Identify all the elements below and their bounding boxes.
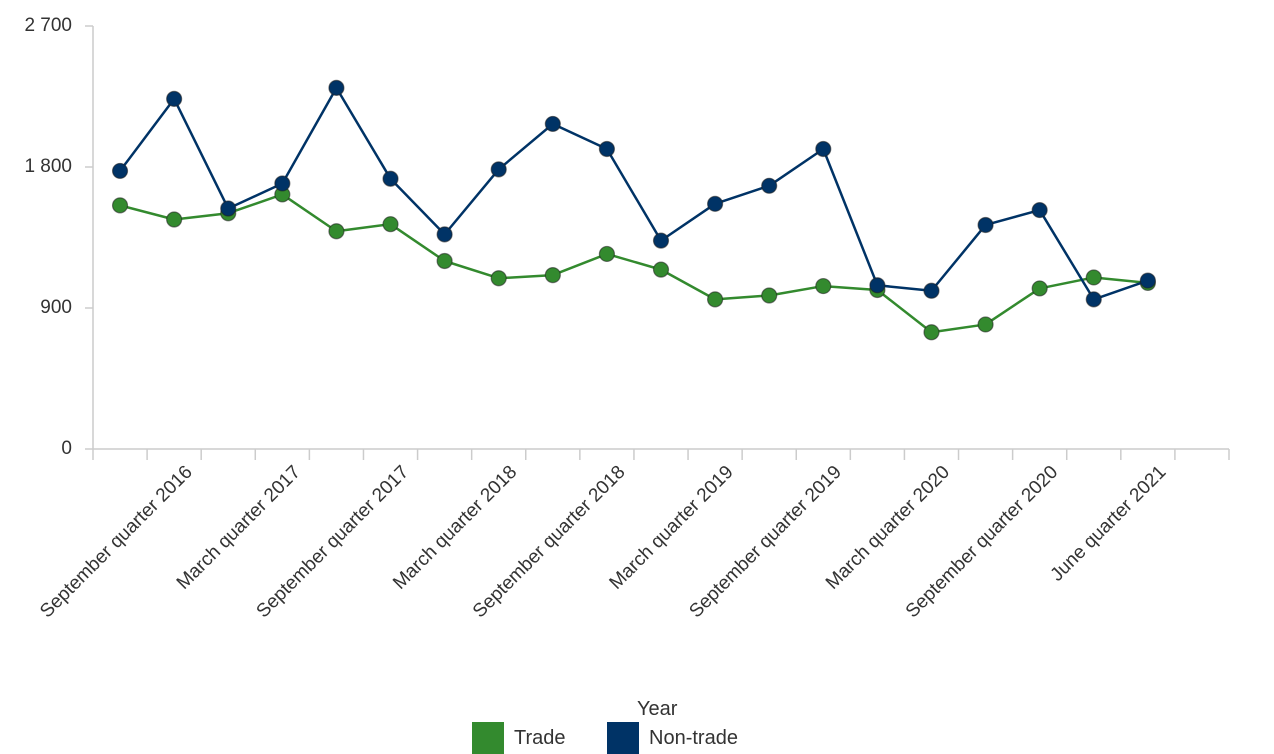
data-point-trade[interactable] bbox=[652, 261, 670, 278]
y-axis-labels: 0 900 1 800 2 700 bbox=[24, 15, 72, 459]
legend-item-trade[interactable]: Trade bbox=[472, 722, 566, 754]
data-point-non-trade[interactable] bbox=[220, 200, 237, 217]
data-point-trade[interactable] bbox=[436, 252, 453, 270]
line-chart: 0 900 1 800 2 700 September quarter 2016Mar… bbox=[24, 15, 1230, 622]
legend: Year Trade Non-trade bbox=[0, 696, 1274, 754]
data-point-non-trade[interactable] bbox=[274, 175, 291, 192]
series-line-trade bbox=[119, 193, 1148, 334]
data-point-trade[interactable] bbox=[111, 197, 129, 214]
data-point-trade[interactable] bbox=[1085, 269, 1102, 286]
y-tick-label: 900 bbox=[40, 297, 72, 318]
x-axis-ticks bbox=[92, 449, 1230, 460]
series-trade bbox=[111, 186, 1156, 341]
data-point-non-trade[interactable] bbox=[111, 162, 129, 180]
data-point-trade[interactable] bbox=[598, 245, 616, 263]
data-point-non-trade[interactable] bbox=[652, 232, 670, 249]
data-point-non-trade[interactable] bbox=[869, 277, 886, 294]
data-point-trade[interactable] bbox=[1031, 280, 1048, 297]
data-point-trade[interactable] bbox=[977, 316, 994, 333]
legend-label-non-trade: Non-trade bbox=[649, 726, 738, 749]
data-point-non-trade[interactable] bbox=[923, 282, 940, 299]
data-point-non-trade[interactable] bbox=[544, 115, 561, 133]
data-point-non-trade[interactable] bbox=[815, 140, 832, 158]
data-point-non-trade[interactable] bbox=[977, 216, 994, 234]
x-tick-label: September quarter 2016 bbox=[36, 462, 196, 622]
data-point-non-trade[interactable] bbox=[1031, 201, 1048, 219]
data-point-non-trade[interactable] bbox=[1139, 272, 1156, 289]
data-point-trade[interactable] bbox=[382, 216, 399, 233]
data-point-trade[interactable] bbox=[328, 223, 345, 240]
legend-item-non-trade[interactable]: Non-trade bbox=[607, 722, 738, 754]
data-point-non-trade[interactable] bbox=[598, 140, 616, 158]
legend-label-trade: Trade bbox=[514, 726, 566, 749]
data-point-non-trade[interactable] bbox=[1085, 291, 1102, 308]
x-tick-label: June quarter 2021 bbox=[1047, 462, 1171, 586]
data-point-trade[interactable] bbox=[544, 267, 561, 284]
data-point-non-trade[interactable] bbox=[490, 161, 507, 178]
data-point-trade[interactable] bbox=[706, 291, 724, 308]
data-point-trade[interactable] bbox=[815, 277, 832, 295]
data-point-non-trade[interactable] bbox=[436, 226, 453, 243]
data-point-trade[interactable] bbox=[490, 270, 507, 287]
data-point-non-trade[interactable] bbox=[382, 170, 399, 187]
data-point-trade[interactable] bbox=[923, 324, 940, 341]
data-point-trade[interactable] bbox=[761, 287, 778, 304]
legend-title: Year bbox=[637, 698, 678, 720]
data-point-non-trade[interactable] bbox=[761, 177, 778, 194]
series-non-trade bbox=[111, 79, 1156, 308]
y-axis-ticks bbox=[85, 25, 93, 450]
y-tick-label: 0 bbox=[61, 438, 72, 459]
data-point-non-trade[interactable] bbox=[328, 79, 345, 96]
legend-swatch-trade bbox=[472, 722, 504, 754]
legend-swatch-non-trade bbox=[607, 722, 639, 754]
data-point-trade[interactable] bbox=[166, 211, 183, 228]
y-tick-label: 2 700 bbox=[24, 15, 72, 36]
data-point-non-trade[interactable] bbox=[166, 90, 183, 107]
series-line-non-trade bbox=[119, 86, 1149, 301]
data-point-non-trade[interactable] bbox=[706, 195, 724, 212]
y-tick-label: 1 800 bbox=[24, 156, 72, 177]
series-group bbox=[111, 79, 1156, 341]
